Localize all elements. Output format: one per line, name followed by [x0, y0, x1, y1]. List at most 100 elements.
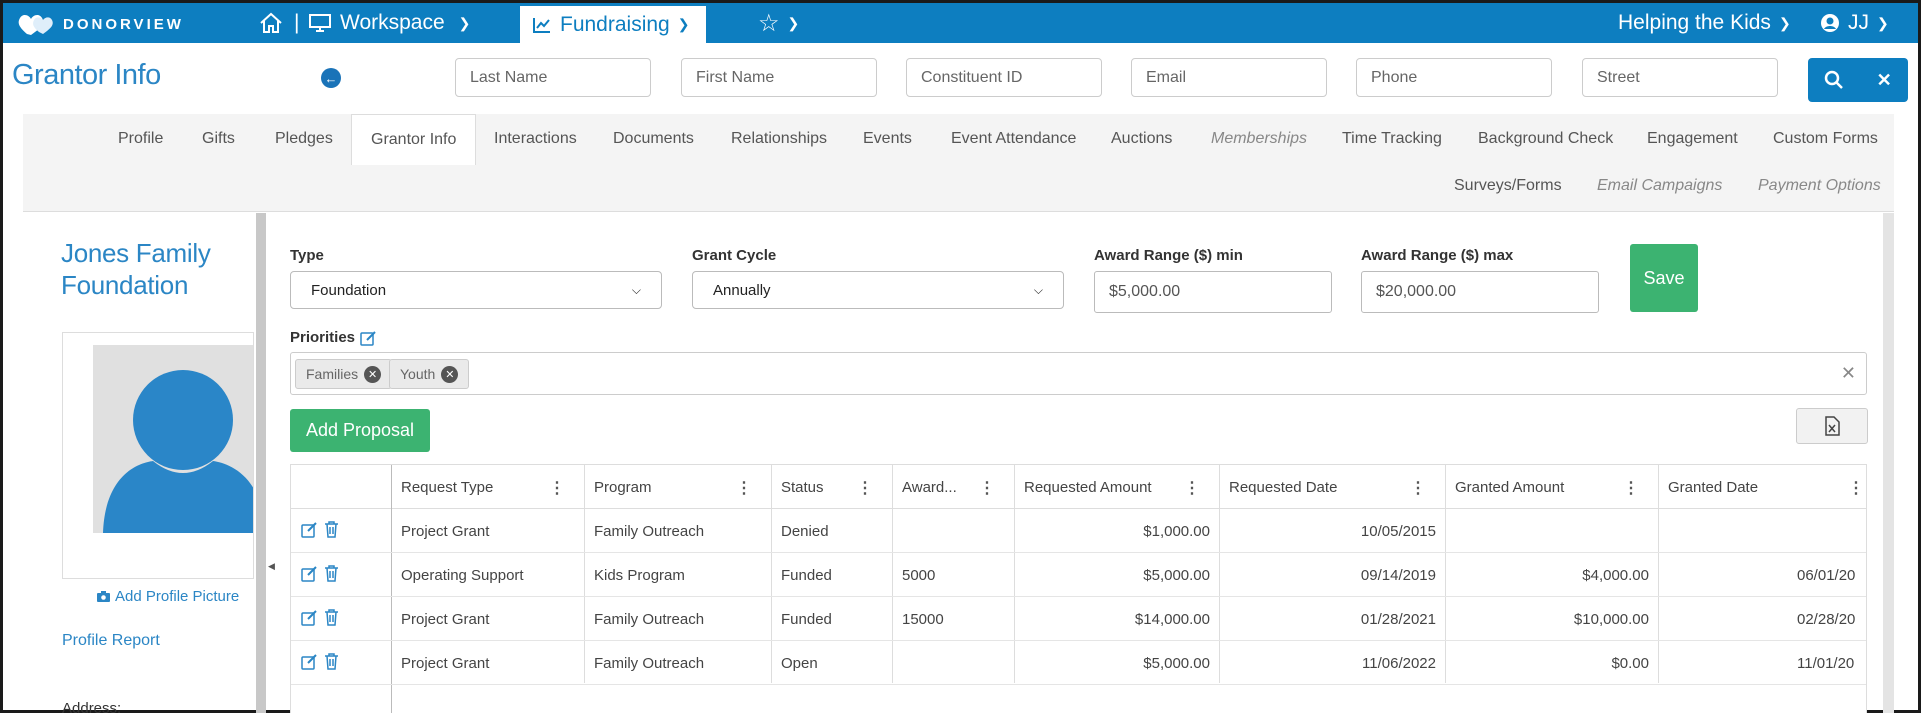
constituent-id-input[interactable] [906, 58, 1102, 97]
chevron-down-icon: ❯ [787, 14, 800, 31]
cell-granted-date: 11/01/20 [1797, 654, 1855, 672]
close-icon[interactable]: ✕ [1876, 69, 1892, 90]
tab-memberships[interactable]: Memberships [1211, 130, 1308, 147]
panel-collapse-handle[interactable] [256, 213, 266, 713]
column-header-status[interactable]: Status [781, 478, 824, 496]
add-proposal-button[interactable]: Add Proposal [290, 409, 430, 452]
phone-input[interactable] [1356, 58, 1552, 97]
street-input[interactable] [1582, 58, 1778, 97]
column-header-granted-amount[interactable]: Granted Amount [1455, 478, 1565, 496]
first-name-input[interactable] [681, 58, 877, 97]
tab-relationships[interactable]: Relationships [731, 130, 828, 147]
tab-engagement[interactable]: Engagement [1647, 130, 1738, 147]
edit-icon[interactable] [301, 521, 318, 538]
workspace-label: Workspace [340, 11, 445, 34]
workspace-menu[interactable]: Workspace ❯ [308, 3, 470, 43]
trash-icon[interactable] [324, 565, 339, 582]
trash-icon[interactable] [324, 653, 339, 670]
tab-background-check[interactable]: Background Check [1478, 130, 1614, 147]
column-divider [1445, 465, 1446, 683]
tab-payment-options[interactable]: Payment Options [1758, 177, 1881, 194]
column-menu-icon[interactable]: ⋮ [1848, 480, 1864, 497]
column-header-requested-amount[interactable]: Requested Amount [1024, 478, 1152, 496]
trash-icon[interactable] [324, 609, 339, 626]
tab-auctions[interactable]: Auctions [1111, 130, 1173, 147]
org-menu[interactable]: Helping the Kids ❯ [1618, 3, 1791, 43]
table-row[interactable]: Project Grant Family Outreach Denied $1,… [291, 509, 1866, 553]
table-row[interactable]: Project Grant Family Outreach Open $5,00… [291, 641, 1866, 685]
cell-request-type: Operating Support [401, 566, 524, 584]
search-button[interactable]: ✕ [1808, 58, 1908, 102]
column-header-requested-date[interactable]: Requested Date [1229, 478, 1338, 496]
column-divider [1219, 465, 1220, 683]
tab-grantor-info[interactable]: Grantor Info [351, 114, 477, 165]
tab-events[interactable]: Events [863, 130, 912, 147]
search-icon[interactable] [1824, 70, 1844, 90]
column-header-program[interactable]: Program [594, 478, 652, 496]
clear-tags-icon[interactable]: ✕ [1840, 363, 1856, 383]
profile-report-link[interactable]: Profile Report [62, 632, 160, 649]
cell-granted-amount: $0.00 [1611, 654, 1649, 672]
last-name-input[interactable] [455, 58, 651, 97]
award-min-label: Award Range ($) min [1094, 247, 1243, 264]
tab-custom-forms[interactable]: Custom Forms [1773, 130, 1878, 147]
column-header-request-type[interactable]: Request Type [401, 478, 494, 496]
favorites-menu[interactable]: ☆ ❯ [758, 3, 799, 43]
user-initials: JJ [1848, 11, 1869, 34]
column-menu-icon[interactable]: ⋮ [549, 480, 565, 497]
column-header-granted-date[interactable]: Granted Date [1668, 478, 1759, 496]
fundraising-menu[interactable]: Fundraising ❯ [520, 6, 706, 43]
export-excel-button[interactable] [1796, 408, 1868, 444]
tab-email-campaigns[interactable]: Email Campaigns [1597, 177, 1723, 194]
tab-gifts[interactable]: Gifts [202, 130, 235, 147]
row-actions [301, 521, 339, 538]
type-select[interactable]: Foundation ⌵ [290, 271, 662, 309]
tab-documents[interactable]: Documents [613, 130, 694, 147]
trash-icon[interactable] [324, 521, 339, 538]
home-button[interactable] [259, 3, 283, 43]
tab-time-tracking[interactable]: Time Tracking [1342, 130, 1442, 147]
logo[interactable]: DONORVIEW [17, 12, 184, 36]
tab-profile[interactable]: Profile [118, 130, 164, 147]
column-menu-icon[interactable]: ⋮ [979, 480, 995, 497]
user-silhouette-icon [103, 370, 253, 533]
type-label: Type [290, 247, 324, 264]
column-menu-icon[interactable]: ⋮ [857, 480, 873, 497]
column-menu-icon[interactable]: ⋮ [736, 480, 752, 497]
priorities-tag-input[interactable]: Families ✕ Youth ✕ ✕ [290, 352, 1867, 395]
cell-program: Family Outreach [594, 522, 705, 540]
caret-left-icon[interactable]: ◀ [268, 561, 275, 571]
add-profile-picture-link[interactable]: Add Profile Picture [96, 588, 239, 605]
award-min-input[interactable]: $5,000.00 [1094, 271, 1332, 313]
remove-tag-icon[interactable]: ✕ [441, 365, 459, 383]
column-menu-icon[interactable]: ⋮ [1410, 480, 1426, 497]
user-menu[interactable]: JJ ❯ [1820, 3, 1889, 43]
column-menu-icon[interactable]: ⋮ [1184, 480, 1200, 497]
back-arrow-icon[interactable]: ← [321, 68, 341, 88]
column-header-award[interactable]: Award... [902, 478, 957, 496]
column-menu-icon[interactable]: ⋮ [1623, 480, 1639, 497]
edit-icon[interactable] [301, 565, 318, 582]
cell-request-type: Project Grant [401, 610, 490, 628]
tab-pledges[interactable]: Pledges [275, 130, 333, 147]
award-max-input[interactable]: $20,000.00 [1361, 271, 1599, 313]
cell-status: Funded [781, 610, 832, 628]
tab-event-attendance[interactable]: Event Attendance [951, 130, 1077, 147]
constituent-name-line1: Jones Family [61, 238, 211, 268]
cell-requested-date: 01/28/2021 [1360, 610, 1436, 628]
table-row[interactable]: Operating Support Kids Program Funded 50… [291, 553, 1866, 597]
tab-surveys-forms[interactable]: Surveys/Forms [1454, 177, 1562, 194]
email-input[interactable] [1131, 58, 1327, 97]
edit-icon[interactable] [360, 330, 377, 346]
remove-tag-icon[interactable]: ✕ [364, 365, 382, 383]
tab-interactions[interactable]: Interactions [494, 130, 577, 147]
vertical-scrollbar[interactable] [1883, 213, 1894, 713]
save-button[interactable]: Save [1630, 244, 1698, 312]
grant-cycle-select[interactable]: Annually ⌵ [692, 271, 1064, 309]
edit-icon[interactable] [301, 609, 318, 626]
priorities-label: Priorities [290, 329, 356, 346]
table-row[interactable]: Project Grant Family Outreach Funded 150… [291, 597, 1866, 641]
edit-icon[interactable] [301, 653, 318, 670]
top-navbar: DONORVIEW | Workspace ❯ Fundraising ❯ ☆ … [3, 3, 1918, 43]
row-actions [301, 565, 339, 582]
